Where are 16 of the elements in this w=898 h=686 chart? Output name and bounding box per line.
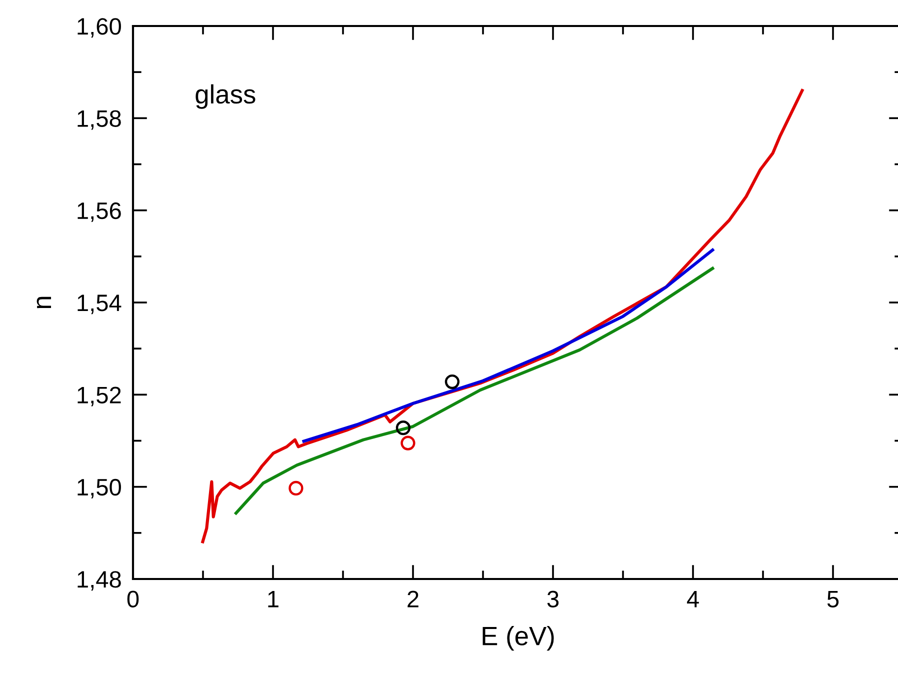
y-tick-label: 1,58: [78, 110, 121, 130]
x-tick-label: 0: [127, 590, 139, 608]
x-tick-label: 4: [686, 590, 699, 608]
y-tick-label: 1,48: [78, 571, 121, 591]
y-tick-label: 1,52: [78, 386, 121, 406]
x-axis-title: E (eV): [482, 626, 554, 651]
x-tick-label: 1: [268, 590, 278, 608]
y-tick-label: 1,54: [78, 294, 122, 314]
x-tick-label: 2: [408, 590, 418, 608]
y-tick-label: 1,60: [78, 18, 121, 38]
x-tick-label: 3: [547, 590, 559, 608]
y-axis-title: n: [36, 296, 52, 308]
x-tick-label: 5: [827, 590, 839, 608]
annotation: glass: [196, 84, 256, 109]
y-tick-label: 1,50: [78, 478, 121, 498]
y-tick-label: 1,56: [78, 202, 121, 222]
